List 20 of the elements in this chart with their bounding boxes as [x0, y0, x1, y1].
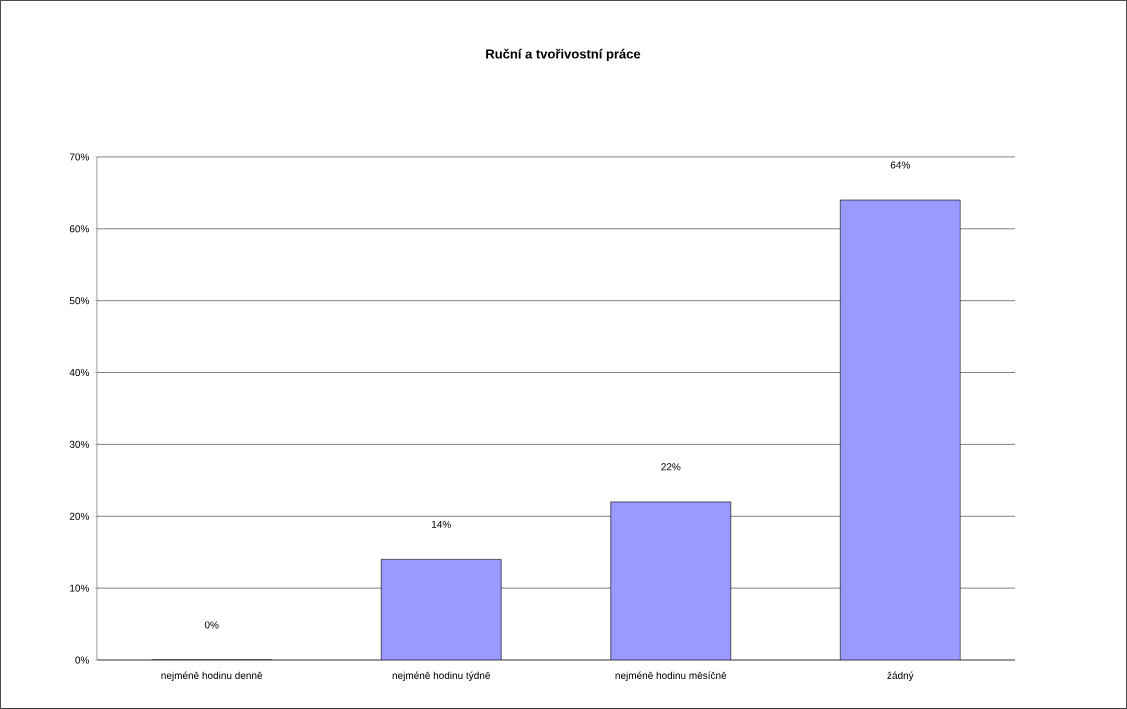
chart-title: Ruční a tvořivostní práce	[486, 48, 641, 62]
data-label: 0%	[204, 621, 219, 629]
x-tick-label: žádný	[887, 671, 914, 682]
y-tick-label: 60%	[69, 225, 90, 233]
y-tick-label: 0%	[75, 656, 90, 664]
x-tick-label: nejméně hodinu denně	[161, 671, 263, 682]
y-tick-label: 40%	[69, 369, 90, 377]
y-tick-label: 30%	[69, 440, 90, 448]
data-label: 14%	[431, 520, 451, 528]
bar	[380, 559, 502, 661]
y-tick-label: 50%	[69, 297, 90, 305]
y-tick-label: 70%	[69, 153, 90, 161]
data-label: 64%	[890, 161, 910, 169]
bar	[610, 501, 732, 661]
x-tick-label: nejméně hodinu měsíčně	[615, 671, 727, 682]
data-label: 22%	[661, 463, 681, 471]
y-tick-label: 10%	[70, 584, 90, 592]
x-tick-label: nejméně hodinu týdně	[392, 671, 490, 682]
y-tick-label: 20%	[69, 512, 90, 520]
bar	[840, 199, 961, 661]
